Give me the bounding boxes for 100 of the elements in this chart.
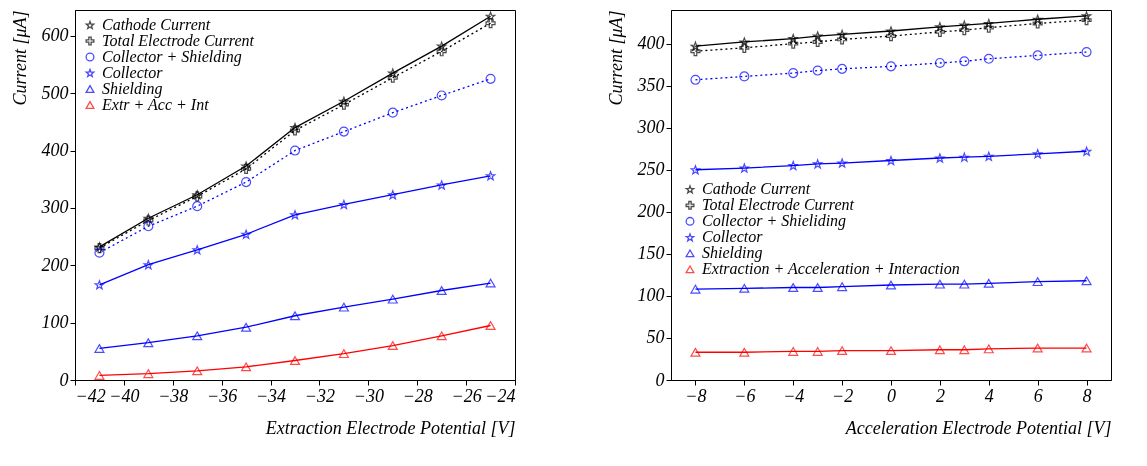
point (739, 347, 750, 357)
point (690, 46, 701, 57)
x-tick-label: −6 (734, 385, 756, 406)
y-tick-label: 0 (655, 369, 665, 390)
point (812, 31, 823, 41)
point (436, 286, 447, 295)
x-tick-label: −8 (685, 385, 707, 406)
point (241, 322, 252, 332)
point (690, 284, 701, 294)
point (241, 362, 252, 372)
x-tick-label: 0 (887, 385, 896, 406)
point (290, 210, 300, 220)
point (983, 22, 994, 33)
point (788, 283, 799, 292)
point (788, 68, 799, 79)
point (192, 245, 203, 255)
y-axis-title: Current [μA] (605, 10, 626, 106)
legend-label: Cathode Current (102, 16, 211, 33)
point (485, 171, 496, 181)
legend-label: Collector (102, 64, 164, 81)
point (1081, 11, 1092, 21)
point (289, 356, 301, 365)
y-axis-title: Current [μA] (9, 10, 30, 106)
point (690, 41, 701, 51)
point (739, 42, 750, 53)
point (959, 25, 970, 36)
point (885, 31, 897, 42)
point (94, 370, 105, 380)
point (934, 345, 945, 355)
point (436, 180, 447, 190)
point (485, 11, 496, 21)
point (1081, 343, 1092, 353)
point (339, 96, 349, 106)
legend-label: Shielding (702, 244, 763, 263)
y-tick-label: 50 (646, 327, 665, 348)
point (690, 165, 701, 175)
point (94, 247, 105, 258)
point (485, 18, 496, 29)
point (935, 22, 945, 32)
point (934, 57, 945, 69)
point (387, 341, 398, 351)
point (338, 302, 349, 312)
point (934, 26, 945, 37)
point (983, 278, 994, 288)
point (886, 155, 896, 166)
y-tick-label: 0 (59, 369, 69, 390)
point (690, 74, 701, 85)
legend-label: Collector (702, 228, 764, 246)
x-tick-label: −34 (255, 385, 287, 406)
point (983, 151, 994, 161)
x-tick-label: −40 (109, 385, 140, 406)
point (1032, 18, 1043, 29)
point (837, 63, 848, 74)
point (885, 280, 897, 290)
point (241, 229, 251, 239)
x-tick-label: 6 (1033, 385, 1043, 406)
x-axis-title: Extraction Electrode Potential [V] (264, 417, 516, 438)
point (485, 278, 496, 288)
point (837, 29, 847, 40)
point (739, 163, 750, 173)
point (739, 283, 750, 293)
y-tick-label: 350 (636, 75, 665, 96)
point (1032, 149, 1043, 159)
point (289, 145, 301, 156)
y-tick-label: 400 (637, 33, 665, 54)
point (387, 68, 398, 78)
point (192, 331, 203, 341)
x-tick-label: −42 (75, 385, 106, 406)
legend-label: Collector + Shieliding (702, 212, 847, 231)
y-tick-label: 600 (41, 25, 69, 46)
point (338, 99, 349, 110)
x-tick-label: −4 (783, 385, 805, 406)
point (339, 199, 349, 210)
point (1081, 146, 1092, 156)
y-tick-label: 250 (637, 159, 665, 180)
y-tick-label: 300 (40, 197, 69, 218)
x-tick-label: −38 (158, 385, 189, 406)
point (812, 346, 823, 356)
point (387, 107, 398, 118)
point (436, 46, 447, 57)
point (143, 369, 154, 379)
point (788, 346, 799, 356)
point (338, 126, 349, 137)
point (739, 37, 750, 47)
x-tick-label: −36 (207, 385, 238, 406)
point (690, 347, 701, 357)
x-tick-label: 2 (935, 385, 945, 406)
point (837, 34, 848, 45)
point (886, 26, 896, 36)
point (1081, 15, 1092, 26)
x-tick-label: −26 (451, 385, 482, 406)
point (1032, 277, 1043, 287)
point (959, 152, 970, 162)
point (837, 158, 847, 168)
point (959, 345, 970, 355)
point (94, 343, 105, 353)
point (241, 177, 252, 188)
point (1032, 50, 1043, 61)
point (143, 260, 154, 270)
x-axis-title: Acceleration Electrode Potential [V] (844, 417, 1112, 438)
